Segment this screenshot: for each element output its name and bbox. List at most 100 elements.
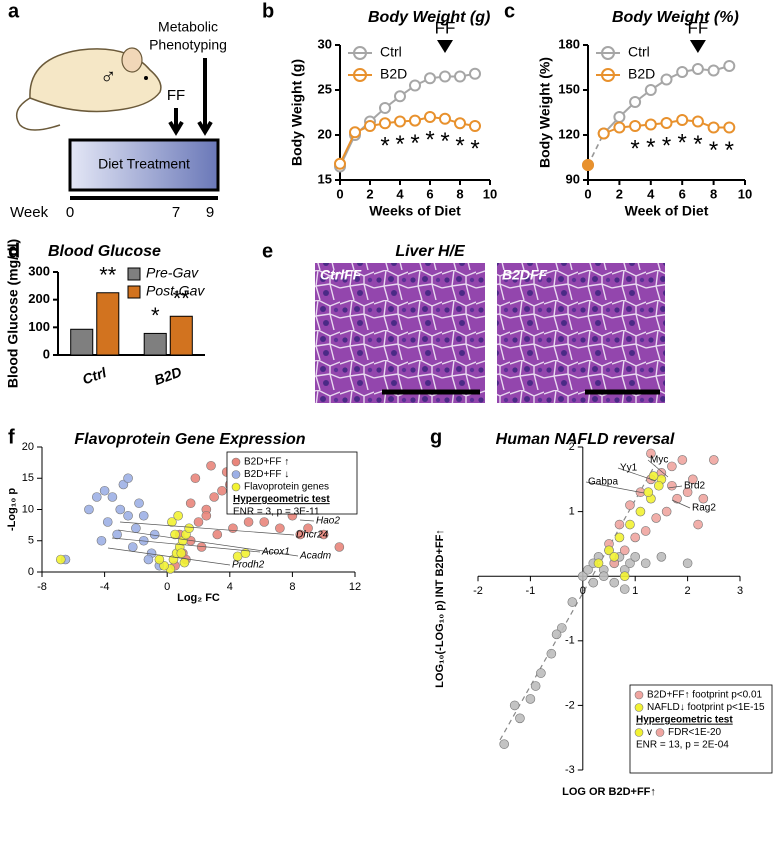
significance: * [709, 137, 718, 164]
data-point [567, 597, 578, 607]
y-tick-label: 200 [28, 291, 50, 306]
data-point [228, 523, 238, 534]
x-tick-label: 3 [737, 585, 743, 597]
x-tick-label: 0 [584, 186, 591, 201]
legend-label: B2D+FF ↓ [244, 469, 289, 480]
data-point [653, 480, 664, 491]
panel-letter: a [8, 0, 20, 22]
data-point [424, 111, 436, 123]
data-point [660, 117, 673, 129]
gene-label: Dhcr24 [296, 530, 329, 541]
data-point [469, 120, 481, 132]
sex-symbol: ♂ [100, 64, 117, 89]
ff-text: FF [167, 87, 185, 104]
data-point [364, 120, 376, 132]
data-point [201, 510, 212, 521]
legend-swatch [127, 285, 141, 299]
legend-label: Post-Gav [146, 283, 205, 299]
label-connector [671, 499, 691, 509]
x-tick-label: 6 [679, 186, 686, 201]
significance: * [662, 132, 671, 159]
x-tick-label: -4 [100, 581, 110, 593]
x-tick-label: 1 [632, 585, 638, 597]
diagram: ♂ Metabolic Phenotyping FF Diet Treatmen… [10, 19, 227, 221]
x-tick-label: 10 [738, 186, 752, 201]
data-point [614, 532, 625, 543]
data-point [409, 114, 421, 127]
bar [143, 332, 167, 356]
data-point [112, 529, 122, 540]
panel-letter: b [262, 0, 274, 22]
data-point [582, 159, 594, 171]
chart-title: Human NAFLD reversal [496, 431, 675, 448]
label-connector [111, 537, 261, 553]
data-point [708, 455, 719, 465]
mouse-eye [144, 76, 148, 80]
y-tick-label: 30 [318, 36, 332, 51]
data-point [295, 529, 306, 540]
x-tick-label: 2 [616, 186, 623, 201]
data-point [651, 513, 661, 523]
data-point [583, 564, 593, 575]
y-axis-label: Blood Glucose (mg/dl) [5, 239, 21, 388]
x-tick-label: -1 [526, 585, 536, 597]
y-tick-label: 2 [569, 441, 575, 453]
x-tick-label: 10 [483, 186, 497, 201]
data-point [138, 510, 149, 521]
data-point [546, 648, 557, 659]
image-label: CtrlFF [320, 267, 362, 283]
y-tick-label: 15 [318, 171, 332, 186]
label-connector [117, 529, 299, 557]
data-point [656, 552, 667, 562]
legend-label: NAFLD↓ footprint p<1E-15 [647, 702, 765, 713]
data-point [536, 668, 546, 678]
legend-label: Ctrl [628, 44, 650, 60]
data-point [217, 485, 227, 496]
data-point [609, 552, 620, 562]
y-axis-label: Body Weight (g) [289, 59, 305, 166]
data-point [96, 535, 107, 546]
data-point [598, 571, 609, 582]
legend-swatch [127, 267, 141, 281]
week-tick: 7 [172, 204, 180, 221]
data-point [259, 517, 270, 527]
annotation-arrow [689, 40, 706, 53]
data-point [625, 500, 635, 510]
panel-letter: e [262, 240, 273, 262]
week-tick: 0 [66, 204, 74, 221]
y-tick-label: 100 [28, 319, 50, 334]
data-point [691, 63, 704, 75]
x-tick-label: 12 [349, 581, 361, 593]
legend-label: B2D [380, 66, 407, 82]
x-tick-label: 2 [685, 585, 691, 597]
data-point [609, 577, 620, 588]
legend-label: Flavoprotein genes [244, 482, 329, 493]
data-point [625, 519, 635, 530]
data-point [409, 79, 421, 92]
image-label: B2DFF [502, 267, 548, 283]
histology-image [315, 263, 485, 403]
significance: * [693, 131, 702, 158]
data-point [176, 548, 187, 559]
data-point [630, 552, 641, 562]
data-point [394, 115, 406, 128]
gene-label: Yy1 [620, 463, 638, 474]
significance: * [646, 134, 655, 161]
phenotyping-text: Phenotyping [149, 37, 227, 53]
data-point [123, 510, 133, 521]
gene-label: Gabpa [588, 477, 618, 488]
data-point [107, 492, 118, 502]
week-label: Week [10, 204, 49, 221]
label-connector [667, 485, 683, 489]
data-point [593, 558, 604, 569]
data-point [454, 70, 466, 83]
data-point [184, 523, 194, 534]
x-tick-label: 2 [366, 186, 373, 201]
annotation-arrow [437, 40, 453, 53]
legend-marker [634, 703, 644, 712]
images-title: Liver H/E [395, 243, 466, 260]
gene-label: Brd2 [684, 481, 706, 492]
data-point [212, 529, 223, 540]
x-axis-label: Week of Diet [625, 203, 709, 219]
significance: * [440, 128, 449, 155]
